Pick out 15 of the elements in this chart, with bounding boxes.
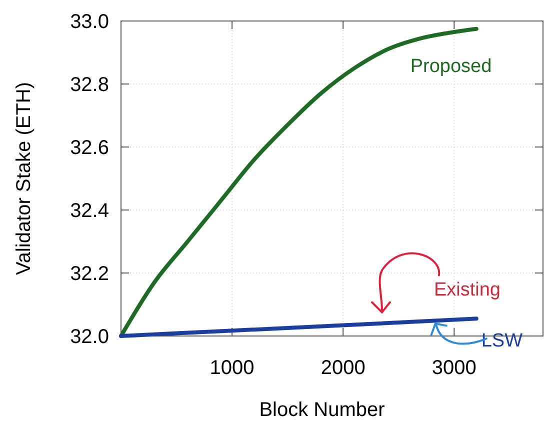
- annotation: Existing: [434, 279, 501, 300]
- y-tick-label: 33.0: [70, 11, 109, 33]
- x-axis-title: Block Number: [259, 399, 386, 421]
- y-tick-label: 32.6: [70, 137, 109, 159]
- y-axis-title: Validator Stake (ETH): [13, 82, 35, 276]
- line-series: [119, 316, 478, 338]
- y-tick-label: 32.8: [70, 74, 109, 96]
- y-tick-label: 32.4: [70, 200, 109, 222]
- y-tick-label: 32.2: [70, 263, 109, 285]
- x-tick-label: 3000: [432, 357, 476, 379]
- series-label: LSW: [481, 330, 523, 352]
- x-tick-label: 1000: [210, 357, 254, 379]
- series-label: Proposed: [410, 56, 492, 77]
- x-tick-label: 2000: [320, 357, 366, 379]
- y-tick-label: 32.0: [70, 326, 109, 348]
